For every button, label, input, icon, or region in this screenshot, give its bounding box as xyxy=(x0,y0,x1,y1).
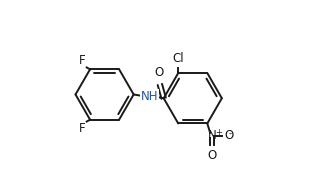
Text: O: O xyxy=(207,149,217,162)
Text: N: N xyxy=(208,129,216,142)
Text: O: O xyxy=(224,129,233,142)
Text: F: F xyxy=(79,54,86,67)
Text: O: O xyxy=(154,67,164,80)
Text: Cl: Cl xyxy=(172,52,184,65)
Text: +: + xyxy=(215,128,222,137)
Text: F: F xyxy=(79,122,86,135)
Text: -: - xyxy=(228,129,231,138)
Text: NH: NH xyxy=(141,90,158,103)
